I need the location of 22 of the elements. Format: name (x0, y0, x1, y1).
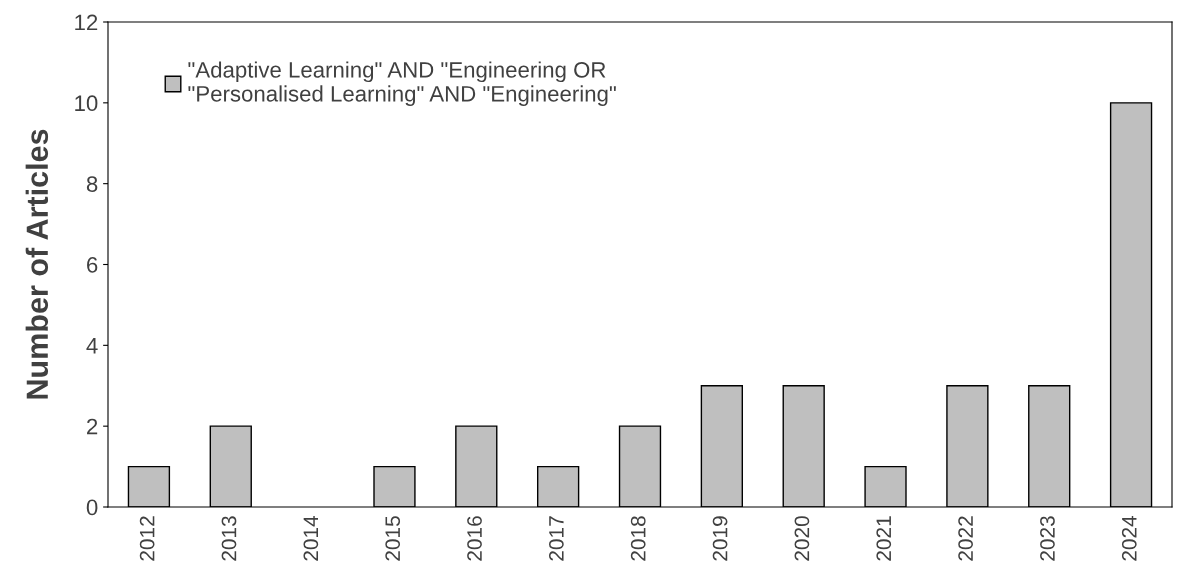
y-axis-title: Number of Articles (25, 129, 49, 399)
x-tick-label: 2018 (630, 516, 646, 561)
y-tick-label: 6 (87, 257, 98, 273)
x-tick-label: 2012 (139, 516, 155, 561)
x-tick-label: 2016 (467, 516, 482, 561)
x-tick-label: 2015 (385, 516, 401, 561)
y-tick-label: 12 (75, 14, 98, 31)
y-tick-label: 8 (86, 176, 98, 192)
legend-label: "Adaptive Learning" AND "Engineering OR "Personalised Learning" AND "Engineering" (188, 61, 616, 107)
x-tick-label: 2020 (794, 516, 810, 561)
x-tick-label: 2024 (1121, 515, 1137, 561)
y-tick-label: 10 (75, 95, 98, 112)
x-tick-label: 2023 (1040, 516, 1055, 561)
y-tick-label: 0 (86, 499, 98, 516)
x-tick-label: 2022 (958, 516, 973, 561)
x-tick-label: 2013 (221, 516, 237, 561)
x-tick-label: 2017 (548, 516, 564, 561)
x-tick-label: 2019 (712, 516, 728, 561)
y-tick-label: 2 (87, 418, 98, 435)
x-tick-label: 2014 (303, 515, 319, 561)
y-tick-label: 4 (86, 338, 98, 354)
x-tick-label: 2021 (876, 516, 892, 561)
